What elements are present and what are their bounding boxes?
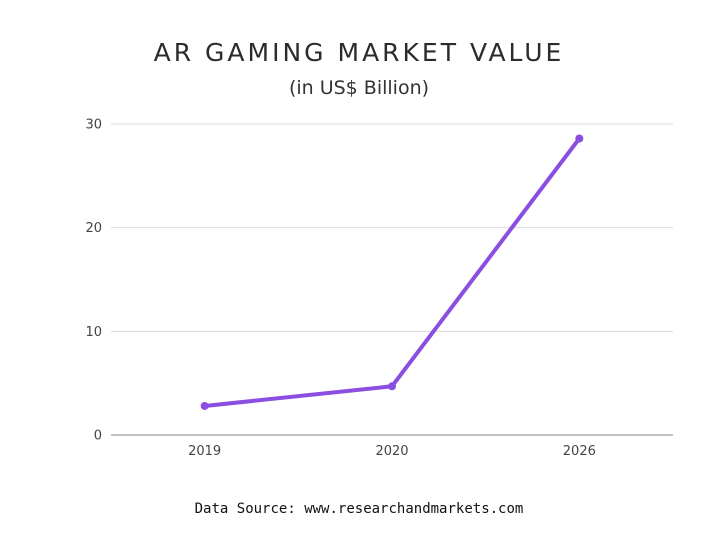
data-point xyxy=(200,401,209,410)
data-point xyxy=(575,134,584,143)
y-axis-ticks: 0 10 20 30 xyxy=(85,118,102,444)
chart-title: AR GAMING MARKET VALUE xyxy=(153,38,565,67)
y-tick-label: 30 xyxy=(85,118,102,133)
x-tick-label: 2019 xyxy=(188,444,221,459)
series-line xyxy=(202,136,582,408)
y-tick-label: 0 xyxy=(94,429,102,444)
x-axis-ticks: 2019 2020 2026 xyxy=(188,444,596,459)
y-tick-label: 10 xyxy=(85,325,102,340)
y-tick-label: 20 xyxy=(85,221,102,236)
grid-lines xyxy=(111,123,673,436)
x-tick-label: 2020 xyxy=(375,444,408,459)
x-tick-label: 2026 xyxy=(563,444,596,459)
chart-subtitle: (in US$ Billion) xyxy=(288,77,430,99)
data-source-note: Data Source: www.researchandmarkets.com xyxy=(194,501,524,517)
series-layer xyxy=(200,134,584,410)
data-point xyxy=(388,382,396,391)
